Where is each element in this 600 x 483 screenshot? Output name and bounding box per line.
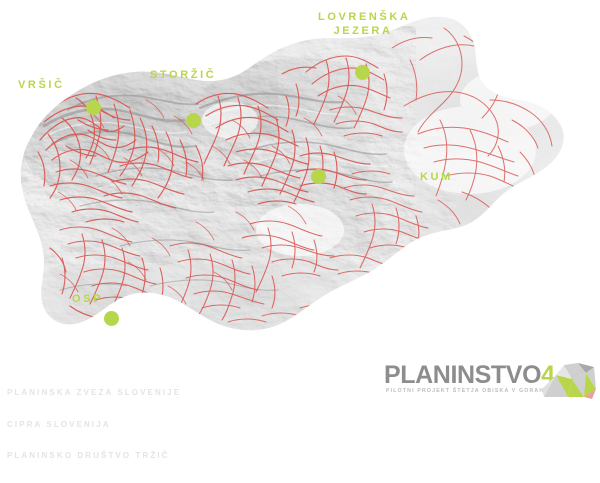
map-page: VRŠIČ STORŽIČ LOVRENŠKA JEZERA KUM OSP P… bbox=[0, 0, 600, 460]
peak-label-vrsic: VRŠIČ bbox=[18, 79, 65, 91]
peak-dot-vrsic[interactable] bbox=[86, 100, 101, 115]
peak-dot-storzic[interactable] bbox=[186, 113, 201, 128]
credit-line-3: PLANINSKO DRUŠTVO TRŽIČ bbox=[7, 451, 170, 460]
slovenia-map[interactable] bbox=[0, 0, 600, 400]
peak-label-storzic: STORŽIČ bbox=[150, 69, 217, 81]
peak-dot-kum[interactable] bbox=[311, 169, 326, 184]
logo-wordmark-main: PLANINSTVO bbox=[384, 361, 542, 389]
peak-label-lovrenska-jezera: LOVRENŠKA JEZERA bbox=[318, 11, 411, 37]
planinstvo-logo[interactable]: PLANINSTVO4.0 PILOTNI PROJEKT ŠTETJA OBI… bbox=[384, 360, 596, 399]
logo-tagline: PILOTNI PROJEKT ŠTETJA OBISKA V GORAH SL… bbox=[386, 388, 587, 394]
map-svg bbox=[20, 16, 564, 331]
mountain-triangle-logo-icon bbox=[542, 363, 596, 399]
terrain-layer bbox=[20, 16, 564, 331]
credit-line-2: CIPRA SLOVENIJA bbox=[7, 419, 111, 429]
peak-dot-lovrenska-jezera[interactable] bbox=[355, 65, 370, 80]
peak-dot-osp[interactable] bbox=[104, 311, 119, 326]
peak-label-kum: KUM bbox=[420, 171, 453, 183]
peak-label-osp: OSP bbox=[72, 293, 104, 305]
credit-line-1: PLANINSKA ZVEZA SLOVENIJE bbox=[7, 388, 182, 397]
organization-credits: PLANINSKA ZVEZA SLOVENIJE CIPRA SLOVENIJ… bbox=[7, 367, 181, 483]
